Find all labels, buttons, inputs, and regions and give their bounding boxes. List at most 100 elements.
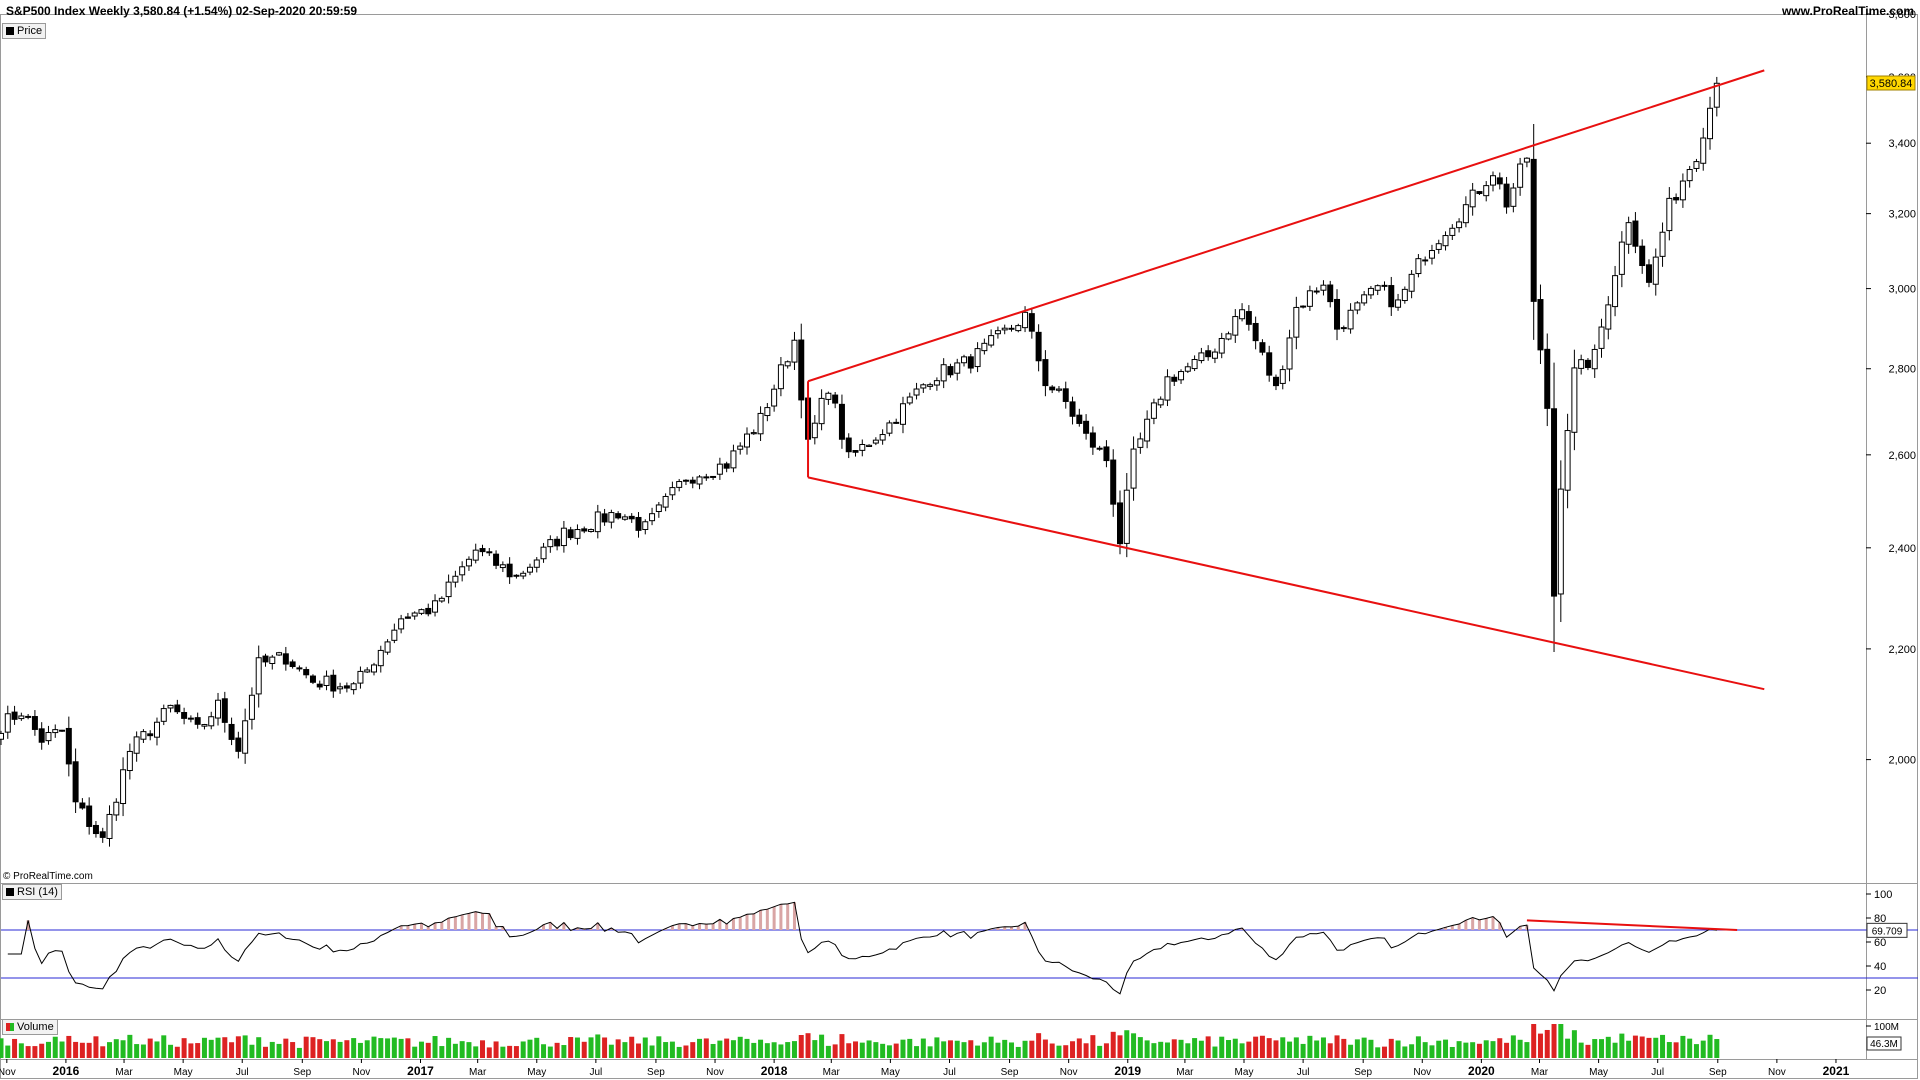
candle[interactable] xyxy=(404,612,411,619)
candle[interactable] xyxy=(655,501,662,518)
candle[interactable] xyxy=(92,821,99,838)
candle[interactable] xyxy=(1408,270,1415,299)
candle[interactable] xyxy=(1435,239,1442,254)
candle[interactable] xyxy=(18,712,25,721)
candle[interactable] xyxy=(899,396,906,434)
candle[interactable] xyxy=(52,724,59,738)
candle[interactable] xyxy=(1089,426,1096,455)
candle[interactable] xyxy=(886,420,893,437)
candle[interactable] xyxy=(1415,254,1422,278)
candle[interactable] xyxy=(1279,365,1286,390)
candle[interactable] xyxy=(459,561,466,582)
candle[interactable] xyxy=(832,391,839,409)
candle[interactable] xyxy=(1272,374,1279,391)
candle[interactable] xyxy=(594,504,601,539)
candle[interactable] xyxy=(330,669,337,698)
site-link[interactable]: www.ProRealTime.com xyxy=(1781,4,1914,18)
candle[interactable] xyxy=(608,509,615,529)
candle[interactable] xyxy=(710,475,717,480)
candle[interactable] xyxy=(1171,374,1178,387)
candle[interactable] xyxy=(1083,414,1090,440)
candle[interactable] xyxy=(642,519,649,535)
lower-trendline[interactable] xyxy=(807,476,1765,691)
candle[interactable] xyxy=(940,358,947,389)
candle[interactable] xyxy=(1686,165,1693,188)
candle[interactable] xyxy=(1178,369,1185,384)
candle[interactable] xyxy=(1035,324,1042,372)
candle[interactable] xyxy=(486,548,493,556)
candle[interactable] xyxy=(113,798,120,821)
candle[interactable] xyxy=(777,357,784,397)
candle[interactable] xyxy=(1164,369,1171,407)
candle[interactable] xyxy=(533,557,540,573)
candle[interactable] xyxy=(1442,231,1449,251)
candle[interactable] xyxy=(1449,224,1456,241)
candle[interactable] xyxy=(635,512,642,538)
candle[interactable] xyxy=(615,511,622,520)
candle[interactable] xyxy=(167,704,174,713)
candle[interactable] xyxy=(452,570,459,588)
candle[interactable] xyxy=(933,377,940,391)
candle[interactable] xyxy=(499,561,506,573)
candle[interactable] xyxy=(465,556,472,571)
candle[interactable] xyxy=(1198,347,1205,364)
candle[interactable] xyxy=(120,757,127,817)
rsi-panel-tag[interactable]: RSI (14) xyxy=(2,884,62,900)
candle[interactable] xyxy=(1632,212,1639,254)
candle[interactable] xyxy=(1395,293,1402,311)
candle[interactable] xyxy=(181,707,188,725)
candle[interactable] xyxy=(601,508,608,526)
candle[interactable] xyxy=(520,570,527,580)
candle[interactable] xyxy=(1598,318,1605,358)
candle[interactable] xyxy=(1300,305,1307,309)
candle[interactable] xyxy=(513,574,520,579)
candle[interactable] xyxy=(628,513,635,523)
candle[interactable] xyxy=(1645,259,1652,288)
candle[interactable] xyxy=(384,639,391,655)
candle[interactable] xyxy=(276,651,283,656)
candle[interactable] xyxy=(621,514,628,521)
candle[interactable] xyxy=(1381,281,1388,291)
candle[interactable] xyxy=(676,478,683,492)
candle[interactable] xyxy=(11,705,18,725)
candle[interactable] xyxy=(1252,316,1259,350)
candle[interactable] xyxy=(1076,408,1083,427)
candle[interactable] xyxy=(1422,256,1429,266)
candle[interactable] xyxy=(337,682,344,694)
candle[interactable] xyxy=(72,748,79,813)
candle[interactable] xyxy=(574,524,581,545)
candle[interactable] xyxy=(825,391,832,405)
candle[interactable] xyxy=(174,699,181,714)
candle[interactable] xyxy=(1232,309,1239,343)
candle[interactable] xyxy=(153,717,160,746)
candle[interactable] xyxy=(1367,285,1374,299)
candle[interactable] xyxy=(1612,265,1619,317)
candle[interactable] xyxy=(79,798,86,810)
candle[interactable] xyxy=(1069,396,1076,425)
candle[interactable] xyxy=(1679,173,1686,208)
candle[interactable] xyxy=(1361,291,1368,306)
candle[interactable] xyxy=(947,363,954,378)
candle[interactable] xyxy=(1713,76,1720,117)
candle[interactable] xyxy=(1334,289,1341,341)
candle[interactable] xyxy=(526,563,533,576)
candle[interactable] xyxy=(25,713,32,720)
candle[interactable] xyxy=(954,358,961,381)
candle[interactable] xyxy=(282,646,289,671)
candle[interactable] xyxy=(1218,332,1225,359)
rsi-divergence-line[interactable] xyxy=(1526,919,1738,931)
candle[interactable] xyxy=(309,674,316,685)
candle[interactable] xyxy=(1584,358,1591,371)
candle[interactable] xyxy=(588,528,595,533)
candle[interactable] xyxy=(798,323,805,419)
candle[interactable] xyxy=(1564,413,1571,509)
candle[interactable] xyxy=(1374,284,1381,296)
candle[interactable] xyxy=(818,389,825,431)
candle[interactable] xyxy=(1266,345,1273,382)
candle[interactable] xyxy=(859,439,866,457)
candle[interactable] xyxy=(1571,349,1578,451)
candle[interactable] xyxy=(906,392,913,406)
candle[interactable] xyxy=(59,729,66,732)
candle[interactable] xyxy=(106,805,113,847)
candle[interactable] xyxy=(140,729,147,743)
